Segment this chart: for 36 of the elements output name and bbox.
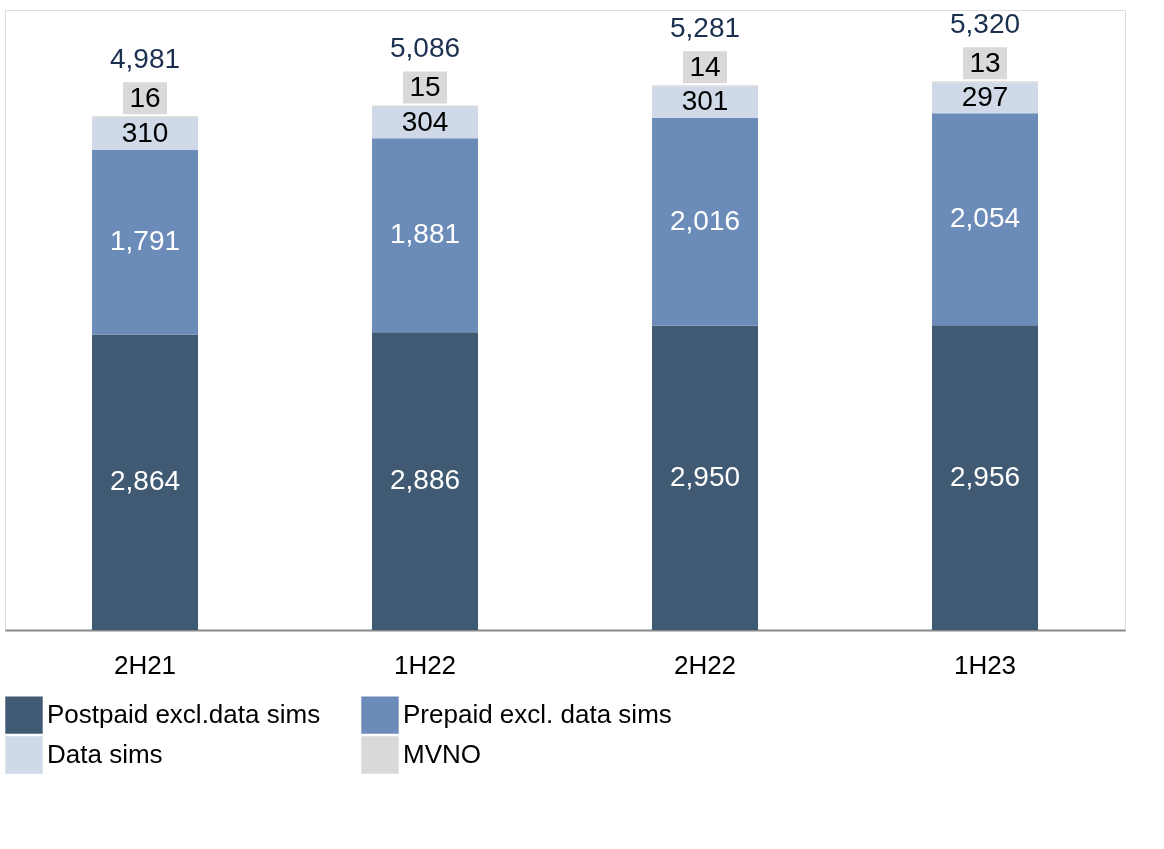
total-label: 4,981 [109,43,181,75]
legend-label: MVNO [403,739,481,769]
x-tick-label: 2H21 [113,649,177,680]
data-label: 1,791 [109,225,181,257]
data-label: 297 [961,80,1009,112]
data-label: 16 [129,82,161,114]
total-label: 5,281 [669,12,741,44]
bar [372,332,478,630]
data-label: 2,864 [109,465,181,497]
x-tick-label: 2H22 [673,649,737,680]
data-label: 301 [681,85,729,117]
bar [372,138,478,333]
data-label: 310 [121,116,169,148]
legend-label: Data sims [47,739,163,769]
data-label: 15 [409,71,441,103]
data-label: 2,016 [669,204,741,236]
legend-label: Postpaid excl.data sims [47,699,321,730]
bar [92,149,198,335]
data-label: 1,881 [389,218,461,250]
bar [92,334,198,630]
legend-label: Prepaid excl. data sims [403,699,672,730]
data-label: 2,956 [949,460,1021,492]
data-label: 304 [401,105,449,137]
bar [652,325,758,630]
total-label: 5,320 [949,8,1021,40]
data-label: 2,950 [669,460,741,492]
total-label: 5,086 [389,32,461,64]
data-label: 2,886 [389,464,461,496]
data-label: 14 [689,51,721,83]
x-tick-label: 1H22 [393,649,457,680]
x-tick-label: 1H23 [953,649,1017,680]
bar [652,117,758,326]
data-label: 2,054 [949,202,1021,234]
data-label: 13 [969,47,1001,79]
bar [932,325,1038,630]
bar [932,113,1038,326]
